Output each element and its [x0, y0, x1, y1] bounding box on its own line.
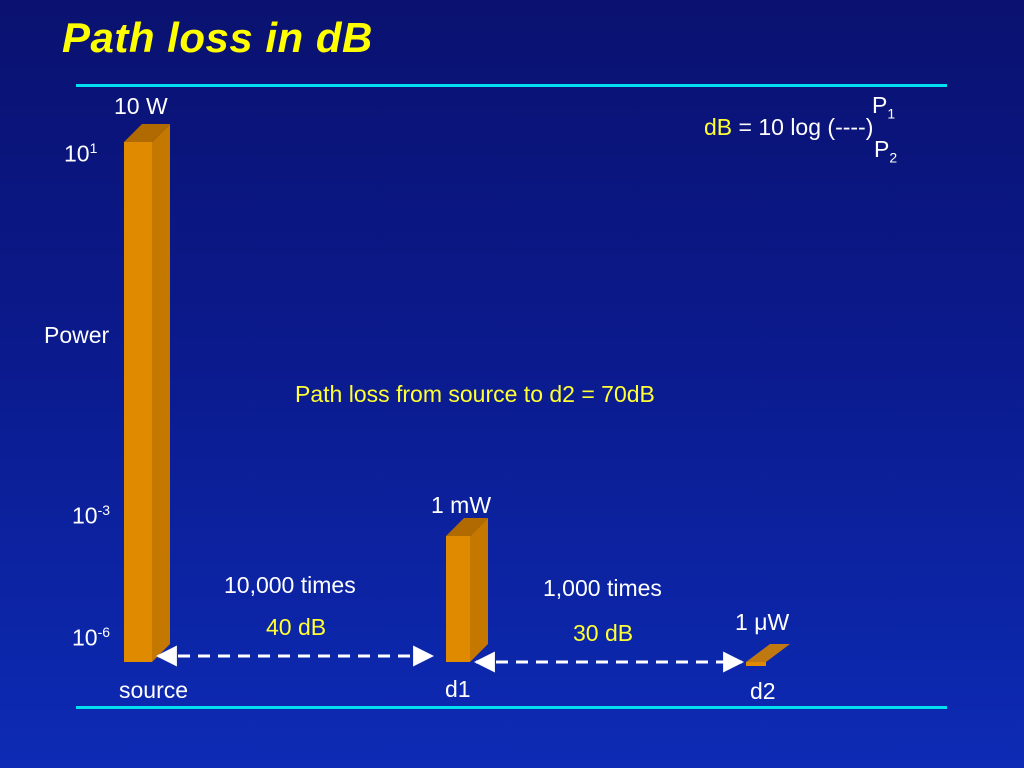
bar-d2-front [746, 662, 766, 666]
top-divider [76, 84, 947, 87]
axis-label-power: Power [44, 322, 110, 348]
label-d1: d1 [445, 676, 471, 702]
bar-source-top [124, 124, 170, 142]
tick-10-minus-3: 10-3 [72, 502, 111, 529]
label-d2-power: 1 μW [735, 609, 790, 635]
segment-1-db: 40 dB [266, 614, 327, 640]
formula-denominator-sub: 2 [889, 149, 898, 166]
label-d1-power: 1 mW [431, 492, 492, 518]
tick-10-1: 101 [64, 140, 98, 167]
formula-numerator-p: P [872, 92, 888, 118]
bottom-divider [76, 706, 947, 709]
label-d2: d2 [750, 678, 776, 704]
bar-d1 [446, 518, 488, 662]
bar-d1-top [446, 518, 488, 536]
bar-source-front [124, 142, 152, 662]
label-source: source [119, 677, 189, 703]
formula-numerator: P1 [872, 92, 895, 122]
segment-1-times: 10,000 times [224, 572, 356, 598]
page-title: Path loss in dB [62, 14, 373, 61]
label-source-power: 10 W [114, 93, 168, 119]
formula-db: dB [704, 114, 733, 140]
segment-2-db: 30 dB [573, 620, 634, 646]
segment-2-times: 1,000 times [543, 575, 662, 601]
formula-rhs: = 10 log (----) [738, 114, 874, 140]
tick-10-minus-6: 10-6 [72, 624, 111, 651]
bar-d2 [746, 644, 790, 666]
formula-denominator-p: P [874, 136, 890, 162]
formula-denominator: P2 [874, 136, 897, 166]
formula-line: dB = 10 log (----) [704, 114, 873, 141]
summary-text: Path loss from source to d2 = 70dB [295, 381, 655, 407]
bar-source-side [152, 124, 170, 662]
bar-source [124, 124, 170, 662]
formula-numerator-sub: 1 [887, 105, 896, 122]
bar-d1-front [446, 536, 470, 662]
bar-d1-side [470, 518, 488, 662]
bar-d2-top [746, 644, 790, 662]
